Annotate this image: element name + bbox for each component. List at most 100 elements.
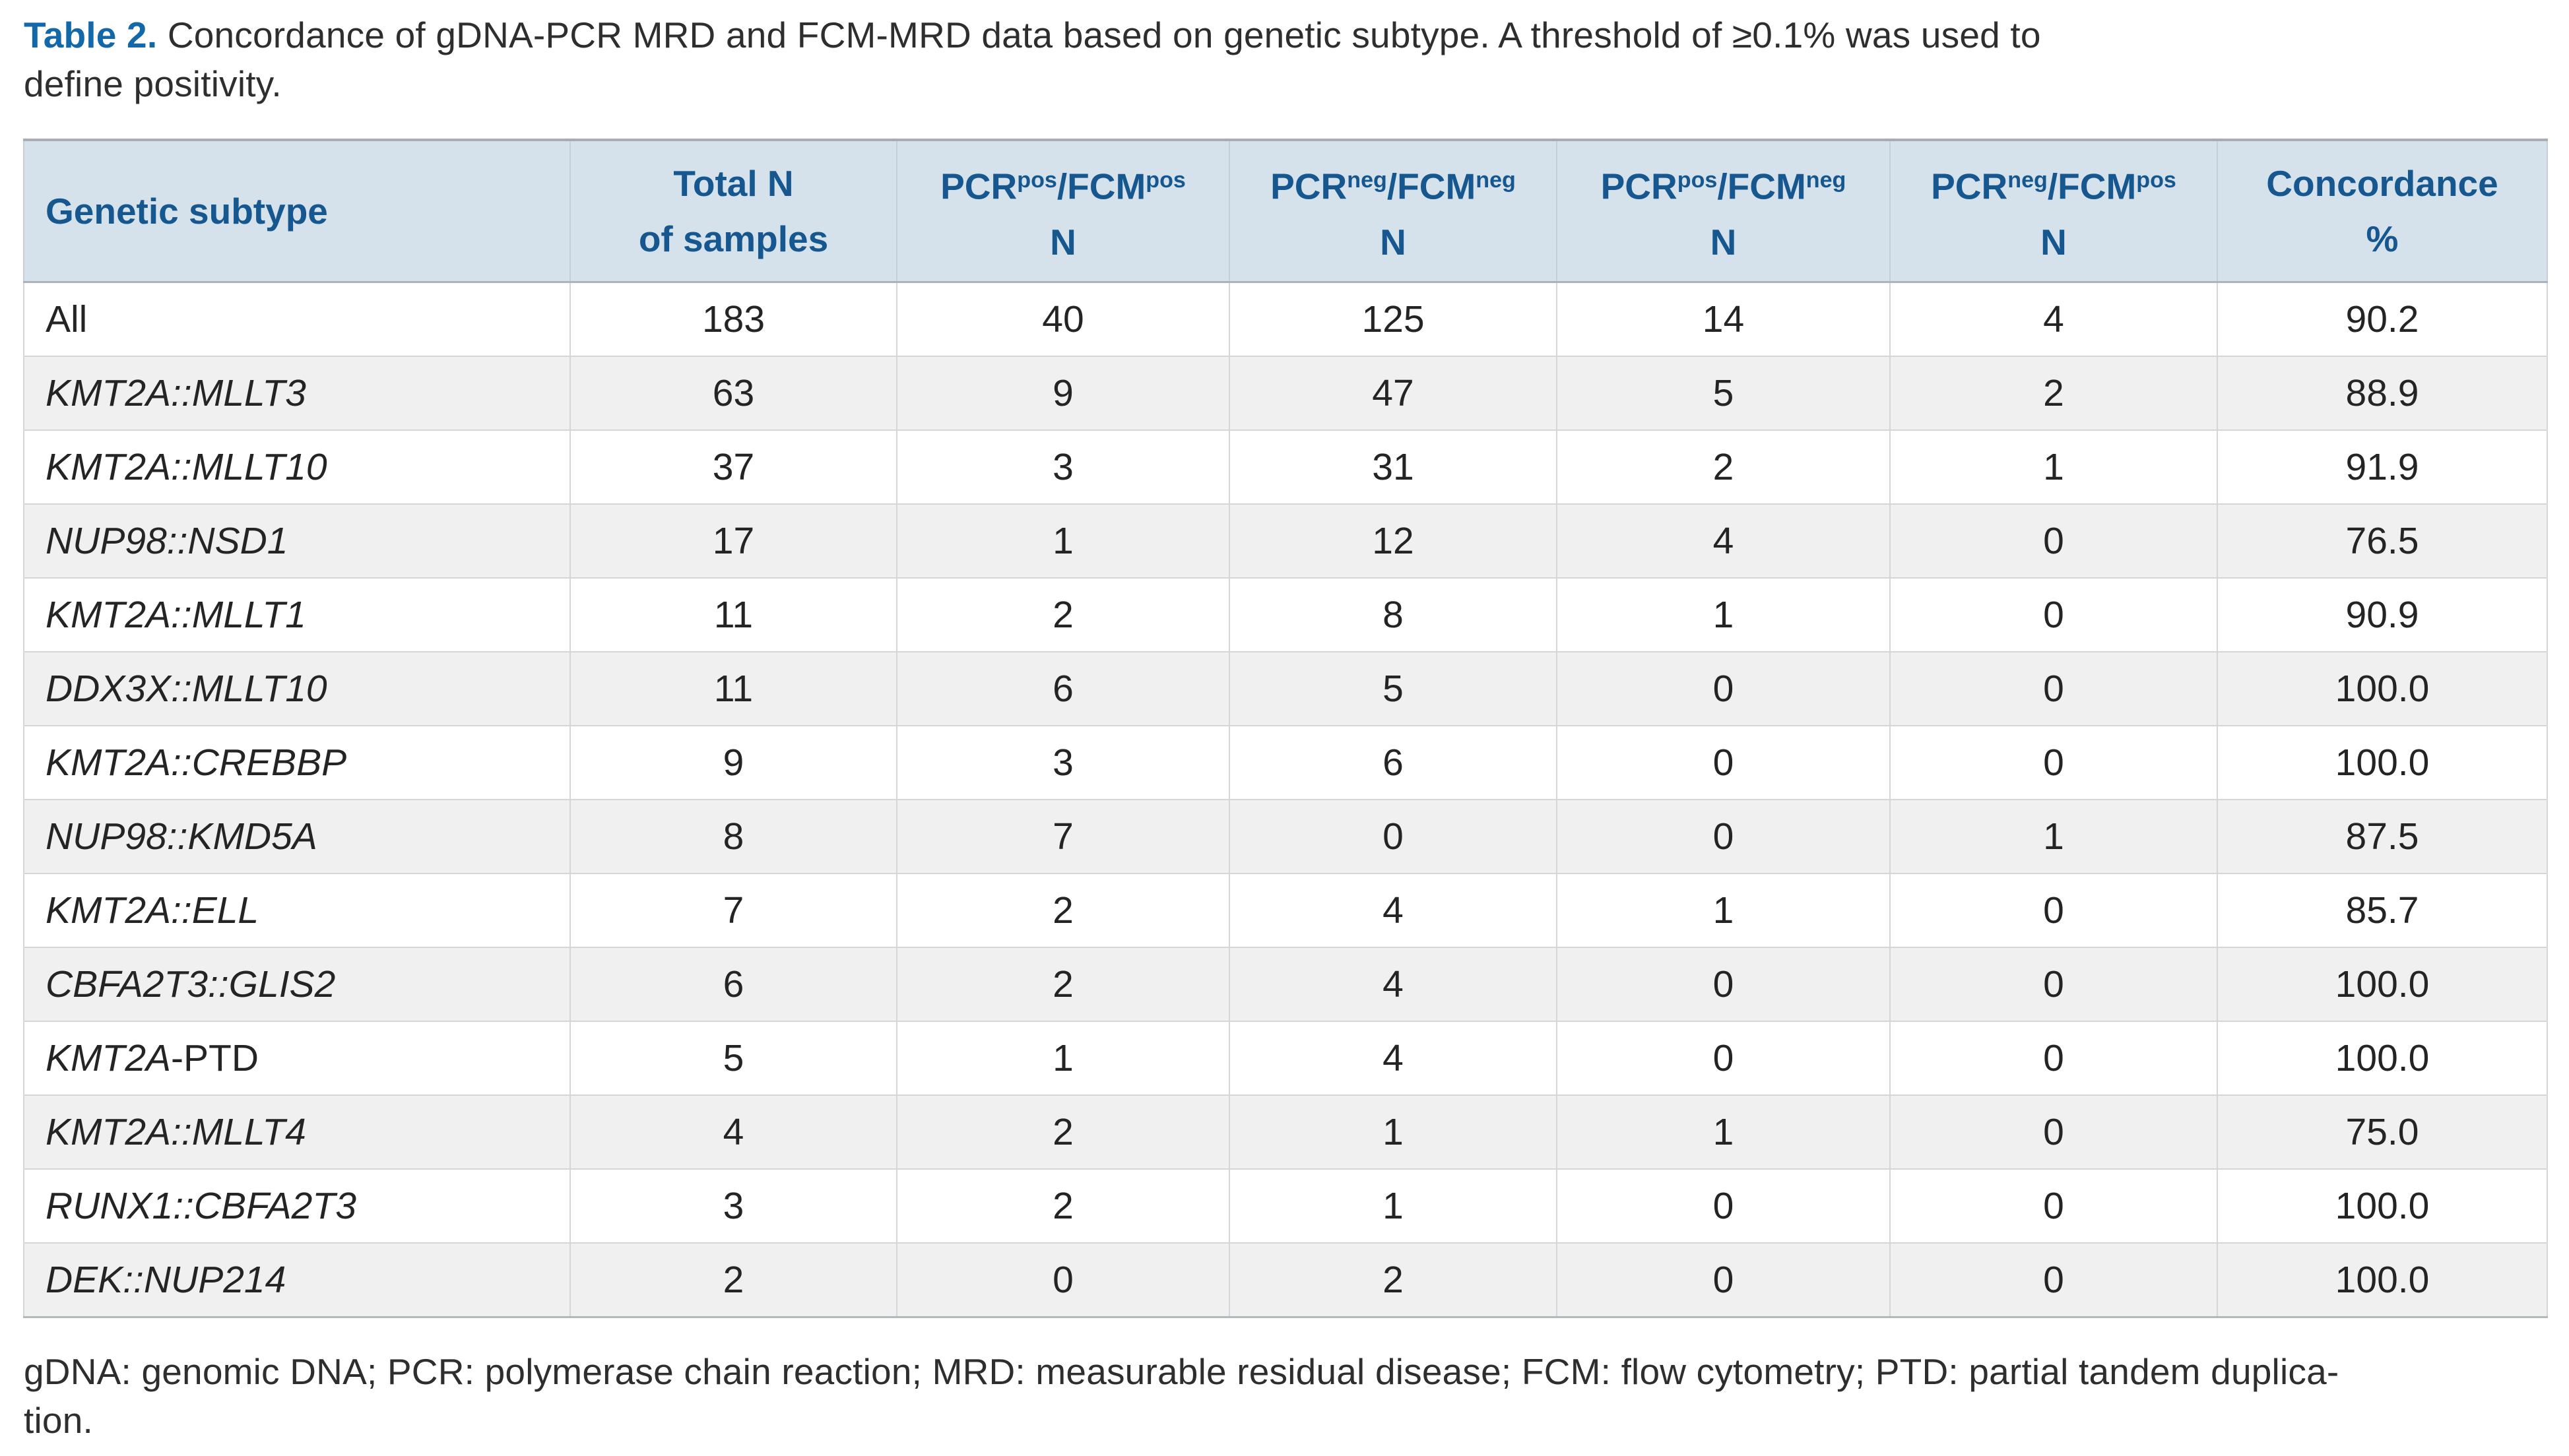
- table-row-nup98-nsd1: NUP98::NSD1 17 1 12 4 0 76.5: [23, 503, 2548, 579]
- cell-concordance: 100.0: [2217, 1242, 2548, 1318]
- cell-pcr-pos-fcm-pos: 0: [896, 1242, 1230, 1318]
- caption-label: Table 2.: [24, 15, 158, 55]
- cell-total-n: 9: [569, 725, 897, 800]
- cell-pcr-pos-fcm-neg: 0: [1556, 725, 1891, 800]
- cell-pcr-neg-fcm-neg: 12: [1229, 503, 1557, 579]
- cell-concordance: 100.0: [2217, 725, 2548, 800]
- cell-pcr-pos-fcm-neg: 1: [1556, 1094, 1891, 1170]
- cell-concordance: 100.0: [2217, 651, 2548, 726]
- cell-pcr-neg-fcm-pos: 1: [1889, 429, 2218, 505]
- cell-pcr-neg-fcm-neg: 5: [1229, 651, 1557, 726]
- cell-pcr-pos-fcm-neg: 1: [1556, 873, 1891, 948]
- caption-text-line1: Concordance of gDNA-PCR MRD and FCM-MRD …: [167, 15, 2041, 55]
- cell-concordance: 100.0: [2217, 947, 2548, 1022]
- cell-pcr-pos-fcm-neg: 14: [1556, 281, 1891, 357]
- cell-pcr-neg-fcm-pos: 1: [1889, 799, 2218, 874]
- cell-pcr-pos-fcm-neg: 4: [1556, 503, 1891, 579]
- column-header-pcr-neg-fcm-pos: PCRneg/FCMpos N: [1889, 140, 2218, 283]
- cell-pcr-pos-fcm-neg: 0: [1556, 651, 1891, 726]
- cell-pcr-pos-fcm-neg: 0: [1556, 1168, 1891, 1244]
- cell-pcr-neg-fcm-pos: 0: [1889, 873, 2218, 948]
- column-header-pcr-pos-fcm-pos: PCRpos/FCMpos N: [896, 140, 1230, 283]
- table-row-kmt2a-mllt1: KMT2A::MLLT1 11 2 8 1 0 90.9: [23, 577, 2548, 652]
- cell-total-n: 6: [569, 947, 897, 1022]
- cell-pcr-neg-fcm-neg: 8: [1229, 577, 1557, 652]
- cell-pcr-neg-fcm-pos: 0: [1889, 947, 2218, 1022]
- cell-pcr-pos-fcm-neg: 0: [1556, 1242, 1891, 1318]
- cell-concordance: 87.5: [2217, 799, 2548, 874]
- cell-total-n: 11: [569, 651, 897, 726]
- cell-genetic-subtype: KMT2A::MLLT1: [23, 577, 571, 652]
- cell-pcr-pos-fcm-pos: 2: [896, 873, 1230, 948]
- cell-genetic-subtype: KMT2A::CREBBP: [23, 725, 571, 800]
- cell-concordance: 100.0: [2217, 1021, 2548, 1096]
- cell-pcr-pos-fcm-pos: 2: [896, 947, 1230, 1022]
- cell-pcr-neg-fcm-neg: 31: [1229, 429, 1557, 505]
- table-row-cbfa2t3-glis2: CBFA2T3::GLIS2 6 2 4 0 0 100.0: [23, 947, 2548, 1022]
- cell-pcr-pos-fcm-pos: 2: [896, 1168, 1230, 1244]
- column-header-genetic-subtype: Genetic subtype: [23, 140, 571, 283]
- cell-total-n: 2: [569, 1242, 897, 1318]
- cell-pcr-pos-fcm-pos: 1: [896, 503, 1230, 579]
- cell-genetic-subtype: DDX3X::MLLT10: [23, 651, 571, 726]
- cell-pcr-pos-fcm-neg: 0: [1556, 799, 1891, 874]
- cell-total-n: 183: [569, 281, 897, 357]
- cell-concordance: 88.9: [2217, 356, 2548, 431]
- column-header-pcr-pos-fcm-neg: PCRpos/FCMneg N: [1556, 140, 1891, 283]
- cell-pcr-neg-fcm-neg: 4: [1229, 1021, 1557, 1096]
- table-row-kmt2a-mllt10: KMT2A::MLLT10 37 3 31 2 1 91.9: [23, 429, 2548, 505]
- cell-pcr-pos-fcm-neg: 0: [1556, 1021, 1891, 1096]
- column-header-concordance: Concordance%: [2217, 140, 2548, 283]
- cell-pcr-neg-fcm-pos: 4: [1889, 281, 2218, 357]
- cell-pcr-pos-fcm-pos: 7: [896, 799, 1230, 874]
- cell-pcr-pos-fcm-pos: 1: [896, 1021, 1230, 1096]
- cell-total-n: 37: [569, 429, 897, 505]
- cell-genetic-subtype: KMT2A::ELL: [23, 873, 571, 948]
- table-body: All 183 40 125 14 4 90.2 KMT2A::MLLT3 63 9 47 5 2 88.…: [23, 281, 2548, 1318]
- table-row-kmt2a-mllt3: KMT2A::MLLT3 63 9 47 5 2 88.9: [23, 356, 2548, 431]
- cell-pcr-neg-fcm-pos: 2: [1889, 356, 2218, 431]
- table-caption: Table 2. Concordance of gDNA-PCR MRD and…: [24, 11, 2518, 108]
- cell-pcr-neg-fcm-pos: 0: [1889, 503, 2218, 579]
- cell-genetic-subtype: DEK::NUP214: [23, 1242, 571, 1318]
- cell-concordance: 100.0: [2217, 1168, 2548, 1244]
- cell-total-n: 63: [569, 356, 897, 431]
- table-row-kmt2a-ptd: KMT2A-PTD 5 1 4 0 0 100.0: [23, 1021, 2548, 1096]
- cell-concordance: 90.2: [2217, 281, 2548, 357]
- cell-genetic-subtype: NUP98::KMD5A: [23, 799, 571, 874]
- cell-pcr-pos-fcm-pos: 40: [896, 281, 1230, 357]
- table-row-kmt2a-mllt4: KMT2A::MLLT4 4 2 1 1 0 75.0: [23, 1094, 2548, 1170]
- cell-total-n: 4: [569, 1094, 897, 1170]
- cell-total-n: 8: [569, 799, 897, 874]
- cell-pcr-pos-fcm-neg: 0: [1556, 947, 1891, 1022]
- cell-pcr-pos-fcm-pos: 6: [896, 651, 1230, 726]
- cell-total-n: 5: [569, 1021, 897, 1096]
- cell-pcr-neg-fcm-neg: 1: [1229, 1168, 1557, 1244]
- cell-concordance: 75.0: [2217, 1094, 2548, 1170]
- cell-total-n: 3: [569, 1168, 897, 1244]
- cell-pcr-neg-fcm-pos: 0: [1889, 1242, 2218, 1318]
- table-row-nup98-kmd5a: NUP98::KMD5A 8 7 0 0 1 87.5: [23, 799, 2548, 874]
- cell-concordance: 76.5: [2217, 503, 2548, 579]
- cell-concordance: 90.9: [2217, 577, 2548, 652]
- cell-pcr-pos-fcm-neg: 5: [1556, 356, 1891, 431]
- cell-genetic-subtype: NUP98::NSD1: [23, 503, 571, 579]
- cell-concordance: 91.9: [2217, 429, 2548, 505]
- cell-pcr-neg-fcm-pos: 0: [1889, 651, 2218, 726]
- cell-pcr-pos-fcm-pos: 2: [896, 577, 1230, 652]
- table-row-ddx3x-mllt10: DDX3X::MLLT10 11 6 5 0 0 100.0: [23, 651, 2548, 726]
- cell-total-n: 7: [569, 873, 897, 948]
- cell-total-n: 11: [569, 577, 897, 652]
- cell-genetic-subtype: KMT2A::MLLT10: [23, 429, 571, 505]
- cell-pcr-neg-fcm-neg: 125: [1229, 281, 1557, 357]
- footnote-line1: gDNA: genomic DNA; PCR: polymerase chain…: [24, 1351, 2339, 1392]
- table-row-runx1-cbfa2t3: RUNX1::CBFA2T3 3 2 1 0 0 100.0: [23, 1168, 2548, 1244]
- footnote-line2: tion.: [24, 1400, 93, 1441]
- cell-concordance: 85.7: [2217, 873, 2548, 948]
- cell-genetic-subtype: KMT2A::MLLT4: [23, 1094, 571, 1170]
